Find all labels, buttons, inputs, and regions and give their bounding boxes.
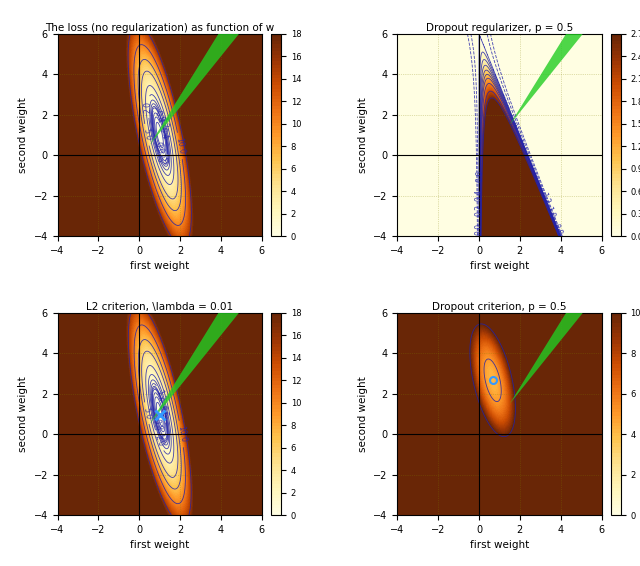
Text: 1.2: 1.2 bbox=[155, 389, 167, 403]
X-axis label: first weight: first weight bbox=[470, 541, 529, 550]
Text: 0.8: 0.8 bbox=[153, 109, 166, 124]
Y-axis label: second weight: second weight bbox=[358, 97, 367, 173]
Text: 1.0: 1.0 bbox=[544, 205, 557, 220]
Polygon shape bbox=[509, 301, 586, 404]
X-axis label: first weight: first weight bbox=[470, 261, 529, 271]
Text: 0.2: 0.2 bbox=[475, 204, 484, 216]
Text: 2.0: 2.0 bbox=[143, 101, 153, 113]
Polygon shape bbox=[509, 22, 586, 125]
Title: Dropout criterion, p = 0.5: Dropout criterion, p = 0.5 bbox=[432, 302, 566, 312]
Text: 0.8: 0.8 bbox=[152, 418, 163, 432]
Text: 1.2: 1.2 bbox=[538, 191, 551, 206]
Polygon shape bbox=[150, 7, 252, 145]
Text: 0.6: 0.6 bbox=[158, 405, 170, 419]
Y-axis label: second weight: second weight bbox=[358, 376, 367, 452]
Text: 5.0: 5.0 bbox=[141, 406, 152, 420]
Text: 0.6: 0.6 bbox=[475, 170, 484, 182]
X-axis label: first weight: first weight bbox=[130, 261, 189, 271]
Title: L2 criterion, \lambda = 0.01: L2 criterion, \lambda = 0.01 bbox=[86, 302, 234, 312]
Text: 10.0: 10.0 bbox=[174, 137, 186, 155]
Text: 0.4: 0.4 bbox=[475, 189, 484, 201]
Title: The loss (no regularization) as function of w: The loss (no regularization) as function… bbox=[45, 23, 275, 33]
Text: 5.0: 5.0 bbox=[141, 128, 152, 142]
Text: 10.0: 10.0 bbox=[176, 425, 188, 443]
Text: 2.0: 2.0 bbox=[152, 434, 165, 448]
Polygon shape bbox=[150, 286, 252, 424]
Text: 0.0: 0.0 bbox=[474, 222, 483, 234]
Text: 0.4: 0.4 bbox=[157, 127, 169, 140]
Title: Dropout regularizer, p = 0.5: Dropout regularizer, p = 0.5 bbox=[426, 23, 573, 33]
Text: 1.2: 1.2 bbox=[157, 116, 169, 130]
Y-axis label: second weight: second weight bbox=[18, 376, 28, 452]
Text: 0.8: 0.8 bbox=[551, 222, 564, 237]
Text: 0.6: 0.6 bbox=[152, 140, 164, 155]
X-axis label: first weight: first weight bbox=[130, 541, 189, 550]
Text: 0.9: 0.9 bbox=[156, 155, 171, 168]
Y-axis label: second weight: second weight bbox=[18, 97, 28, 173]
